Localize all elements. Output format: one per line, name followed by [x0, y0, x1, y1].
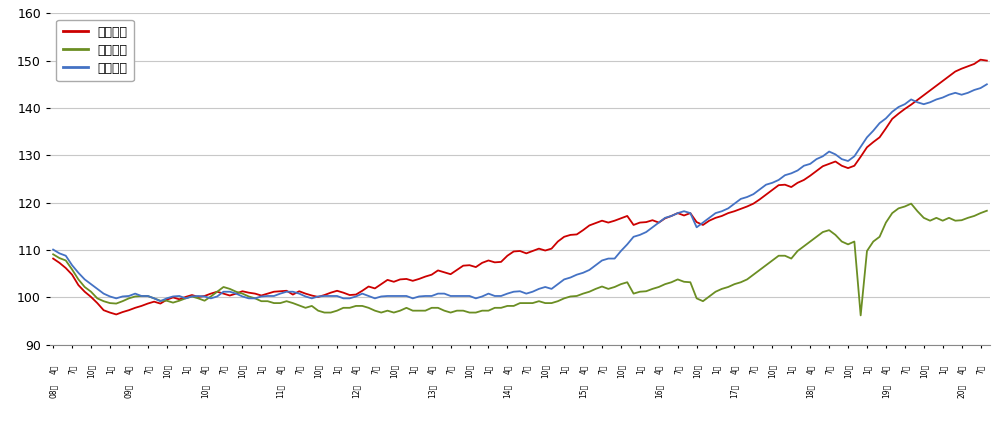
Text: 1月: 1月: [484, 364, 493, 373]
Text: 4月: 4月: [654, 364, 663, 373]
南関東圏: [981, 58, 993, 63]
Text: 4月: 4月: [49, 364, 58, 373]
Text: 1月: 1月: [181, 364, 190, 373]
Text: 7月: 7月: [749, 364, 758, 373]
Text: 1月: 1月: [862, 364, 871, 373]
名古屋圏: [211, 289, 223, 294]
Text: 10月: 10月: [541, 364, 550, 378]
Text: 7月: 7月: [68, 364, 77, 373]
京阪神圏: [281, 289, 293, 294]
京阪神圏: [217, 289, 229, 294]
名古屋圏: [457, 308, 469, 313]
Text: 19年: 19年: [881, 384, 890, 398]
Text: 16年: 16年: [654, 384, 663, 398]
Text: 10月: 10月: [238, 364, 247, 378]
Text: 4月: 4月: [730, 364, 739, 373]
Text: 10月: 10月: [768, 364, 777, 378]
Text: 7月: 7月: [825, 364, 834, 373]
Text: 7月: 7月: [598, 364, 607, 373]
Text: 4月: 4月: [579, 364, 588, 373]
Text: 10月: 10月: [616, 364, 625, 378]
南関東圏: [274, 289, 286, 294]
Text: 1月: 1月: [257, 364, 266, 373]
Text: 18年: 18年: [806, 384, 815, 398]
京阪神圏: [154, 298, 166, 304]
Text: 08年: 08年: [49, 384, 58, 398]
名古屋圏: [981, 208, 993, 213]
Text: 4月: 4月: [200, 364, 209, 373]
Text: 4月: 4月: [351, 364, 360, 373]
Line: 京阪神圏: 京阪神圏: [53, 84, 987, 301]
Text: 10月: 10月: [389, 364, 398, 378]
京阪神圏: [464, 293, 476, 299]
Text: 4月: 4月: [957, 364, 966, 373]
Text: 10年: 10年: [200, 384, 209, 398]
Text: 10月: 10月: [162, 364, 171, 378]
Legend: 南関東圏, 名古屋圏, 京阪神圏: 南関東圏, 名古屋圏, 京阪神圏: [56, 19, 134, 81]
Text: 12年: 12年: [351, 384, 360, 398]
Text: 17年: 17年: [730, 384, 739, 398]
Text: 1月: 1月: [938, 364, 947, 373]
南関東圏: [665, 213, 677, 219]
Text: 15年: 15年: [579, 384, 588, 398]
Text: 7月: 7月: [446, 364, 455, 373]
Text: 7月: 7月: [673, 364, 682, 373]
南関東圏: [281, 288, 293, 293]
Text: 11年: 11年: [276, 384, 285, 398]
Text: 7月: 7月: [143, 364, 152, 373]
名古屋圏: [47, 251, 59, 257]
京阪神圏: [173, 293, 185, 299]
Text: 14年: 14年: [503, 384, 512, 398]
Text: 7月: 7月: [295, 364, 304, 373]
名古屋圏: [855, 313, 867, 318]
Text: 10月: 10月: [314, 364, 323, 378]
Text: 4月: 4月: [806, 364, 815, 373]
南関東圏: [47, 256, 59, 261]
Text: 1月: 1月: [635, 364, 644, 373]
Text: 10月: 10月: [844, 364, 853, 378]
京阪神圏: [665, 213, 677, 219]
Text: 1月: 1月: [787, 364, 796, 373]
Text: 10月: 10月: [87, 364, 96, 378]
Text: 10月: 10月: [465, 364, 474, 378]
Text: 7月: 7月: [976, 364, 985, 373]
Text: 09年: 09年: [124, 384, 133, 398]
名古屋圏: [659, 282, 671, 287]
名古屋圏: [905, 201, 917, 206]
Line: 名古屋圏: 名古屋圏: [53, 204, 987, 316]
Text: 13年: 13年: [427, 384, 436, 398]
Text: 10月: 10月: [919, 364, 928, 378]
Text: 1月: 1月: [408, 364, 417, 373]
Text: 7月: 7月: [219, 364, 228, 373]
Text: 10月: 10月: [692, 364, 701, 378]
Text: 4月: 4月: [881, 364, 890, 373]
南関東圏: [110, 312, 122, 317]
Text: 1月: 1月: [560, 364, 569, 373]
Text: 20年: 20年: [957, 384, 966, 398]
Text: 4月: 4月: [427, 364, 436, 373]
Text: 7月: 7月: [522, 364, 531, 373]
名古屋圏: [167, 300, 179, 305]
京阪神圏: [981, 82, 993, 87]
南関東圏: [173, 297, 185, 302]
名古屋圏: [274, 301, 286, 306]
Line: 南関東圏: 南関東圏: [53, 60, 987, 314]
京阪神圏: [47, 247, 59, 252]
Text: 4月: 4月: [503, 364, 512, 373]
京阪神圏: [274, 291, 286, 296]
Text: 7月: 7月: [370, 364, 379, 373]
Text: 1月: 1月: [333, 364, 342, 373]
南関東圏: [975, 57, 987, 62]
Text: 7月: 7月: [900, 364, 909, 373]
南関東圏: [217, 291, 229, 296]
名古屋圏: [268, 301, 280, 306]
Text: 4月: 4月: [124, 364, 133, 373]
Text: 1月: 1月: [105, 364, 114, 373]
Text: 4月: 4月: [276, 364, 285, 373]
Text: 1月: 1月: [711, 364, 720, 373]
南関東圏: [464, 263, 476, 268]
